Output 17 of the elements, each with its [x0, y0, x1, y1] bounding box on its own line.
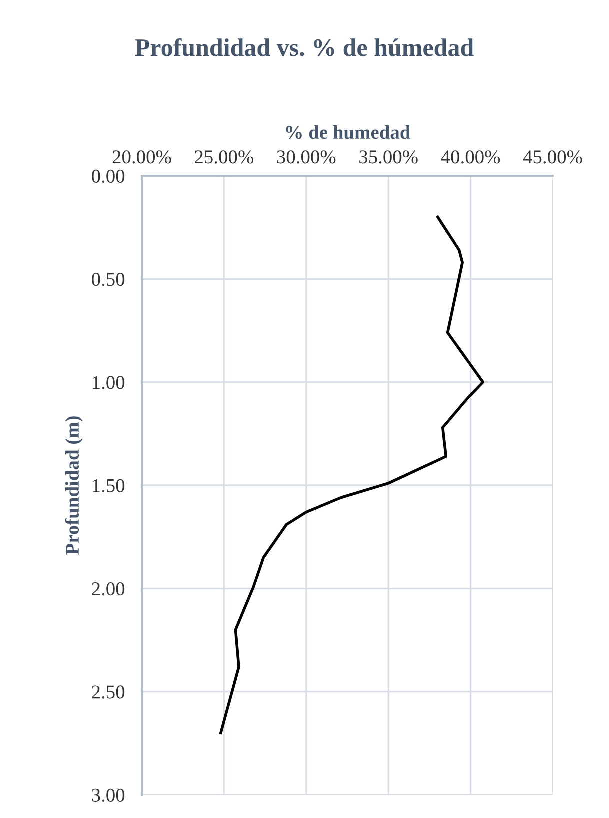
x-tick-label: 45.00%	[523, 150, 582, 164]
y-tick-label: 0.00	[92, 170, 125, 184]
x-tick-label: 40.00%	[441, 150, 500, 164]
x-tick-label: 25.00%	[195, 150, 254, 164]
y-tick-label: 2.50	[92, 686, 125, 699]
x-tick-label: 20.00%	[112, 150, 172, 164]
y-axis-title: Profundidad (m)	[65, 416, 83, 555]
y-tick-label: 1.50	[93, 479, 125, 493]
x-tick-label: 35.00%	[360, 150, 418, 164]
x-axis-title: % de humedad	[286, 125, 410, 140]
x-tick-label: 30.00%	[277, 150, 336, 164]
y-tick-label: 0.50	[92, 272, 125, 286]
line-series	[220, 216, 485, 734]
y-tick-label: 1.00	[93, 376, 125, 390]
y-tick-label: 2.00	[92, 582, 125, 596]
y-tick-label: 3.00	[92, 788, 125, 802]
chart-title: Profundidad vs. % de húmedad	[135, 38, 474, 56]
